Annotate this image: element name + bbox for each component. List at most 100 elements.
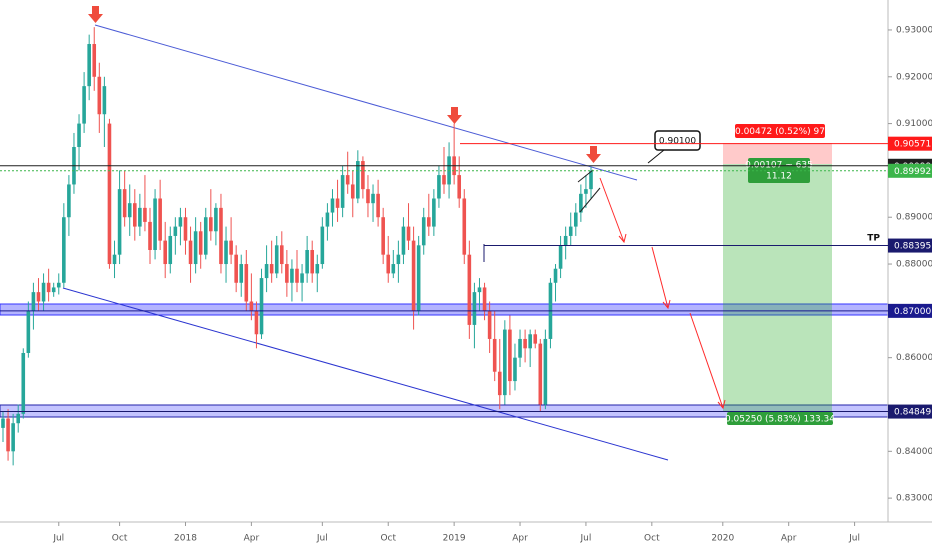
candle-body xyxy=(538,343,543,405)
candle-body xyxy=(300,273,304,283)
position-box xyxy=(748,158,810,183)
candle-body xyxy=(371,193,375,204)
target-text: 0.05250 (5.83%) 133.34 xyxy=(725,415,835,425)
candle-body xyxy=(127,203,132,218)
callout-text: 0.90100 xyxy=(659,137,696,147)
candle-body xyxy=(143,207,147,222)
candle-body xyxy=(183,217,188,241)
candle-body xyxy=(350,184,355,199)
candle-body xyxy=(457,175,462,199)
candle-body xyxy=(584,189,588,194)
x-tick-label: Apr xyxy=(244,534,260,544)
price-tag xyxy=(888,136,932,151)
candle-body xyxy=(259,278,264,335)
y-tick-label: 0.84000 xyxy=(896,447,932,457)
candle-body xyxy=(6,418,10,452)
candle-body xyxy=(421,217,426,246)
candle-body xyxy=(178,217,183,227)
price-tag-label: 0.89992 xyxy=(894,167,931,177)
y-tick-label: 0.91000 xyxy=(896,119,932,129)
y-tick-label: 0.83000 xyxy=(896,494,932,504)
risk-text: 0.00472 (0.52%) 97 xyxy=(735,127,825,137)
price-tag xyxy=(888,163,932,178)
candle-body xyxy=(340,175,345,208)
candle-body xyxy=(138,207,142,227)
x-tick-label: Oct xyxy=(112,534,128,544)
candle-body xyxy=(518,338,522,358)
candle-body xyxy=(386,254,391,274)
peak-markers xyxy=(88,6,601,163)
price-tag-label: 0.90571 xyxy=(894,140,931,150)
candle-body xyxy=(361,161,365,190)
candle-body xyxy=(285,264,289,283)
candle-body xyxy=(543,338,548,405)
candle-body xyxy=(467,254,472,325)
candle-body xyxy=(320,226,325,265)
candle-body xyxy=(513,357,517,382)
candle-body xyxy=(523,338,527,349)
candle-body xyxy=(401,226,406,255)
candle-body xyxy=(482,287,487,311)
candle-body xyxy=(21,352,26,414)
candle-body xyxy=(244,264,249,302)
candle-body xyxy=(315,264,320,274)
candle-body xyxy=(589,170,593,190)
candle-body xyxy=(345,175,350,185)
y-tick-label: 0.89000 xyxy=(896,213,932,223)
drawings-over: 0.90100 0.00472 (0.52%) 97 0.00107 ~ 635… xyxy=(0,0,932,523)
price-tag xyxy=(888,303,932,318)
candle-body xyxy=(579,193,583,213)
x-tick-label: 2018 xyxy=(174,534,197,544)
candle-body xyxy=(203,217,208,255)
x-tick-label: Jul xyxy=(580,534,592,544)
candle-body xyxy=(219,207,223,265)
candle-body xyxy=(391,264,396,274)
candle-body xyxy=(173,226,178,236)
candle-body xyxy=(462,198,467,255)
candle-body xyxy=(305,249,309,274)
candle-body xyxy=(168,235,173,265)
candle-body xyxy=(573,212,578,227)
callout-pointer xyxy=(647,149,665,164)
candle-body xyxy=(442,175,446,185)
candle-body xyxy=(356,161,360,199)
x-tick-label: Jul xyxy=(316,534,328,544)
candle-body xyxy=(234,254,238,283)
candle-body xyxy=(330,198,335,213)
candle-body xyxy=(229,240,233,255)
candle-body xyxy=(366,189,370,204)
ratio-text: 11.12 xyxy=(766,172,792,182)
candle-body xyxy=(77,123,81,148)
trend-line xyxy=(94,24,638,181)
candle-body xyxy=(528,334,532,349)
candle-body xyxy=(497,371,502,396)
candle-body xyxy=(472,292,477,325)
candle-body xyxy=(563,235,568,246)
wedge-line xyxy=(579,187,601,213)
candle-body xyxy=(381,217,385,255)
candle-body xyxy=(31,292,36,311)
candle-body xyxy=(87,44,91,87)
wedge-line xyxy=(577,169,594,183)
candle-body xyxy=(406,226,411,241)
candle-body xyxy=(16,413,21,424)
candle-body xyxy=(148,221,152,250)
projection-arrows xyxy=(599,177,726,410)
candle-body xyxy=(533,334,538,344)
candle-body xyxy=(290,268,294,283)
x-tick-label: Oct xyxy=(644,534,660,544)
candle-body xyxy=(117,189,122,255)
candle-body xyxy=(209,217,213,232)
y-tick-label: 0.86000 xyxy=(896,353,932,363)
candle-body xyxy=(153,198,157,250)
candle-body xyxy=(224,240,228,265)
x-tick-label: Jul xyxy=(52,534,64,544)
risk-box xyxy=(735,124,825,138)
candle-body xyxy=(214,207,218,232)
x-tick-label: Apr xyxy=(512,534,528,544)
candle-body xyxy=(487,310,492,339)
candle-body xyxy=(36,292,41,302)
candle-body xyxy=(239,264,244,283)
